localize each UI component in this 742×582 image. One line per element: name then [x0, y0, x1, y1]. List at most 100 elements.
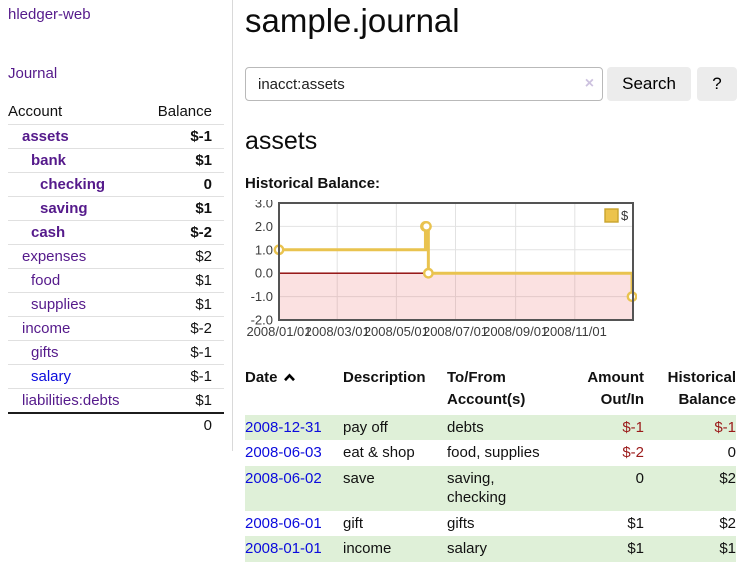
- sidebar: hledger-web Journal Account Balance asse…: [0, 0, 233, 451]
- transaction-accounts: gifts: [447, 514, 475, 532]
- svg-text:2008/09/01: 2008/09/01: [483, 324, 548, 339]
- account-row: income $-2: [8, 316, 224, 341]
- account-row: gifts $-1: [8, 340, 224, 365]
- account-link[interactable]: salary: [31, 368, 72, 385]
- clear-search-icon[interactable]: ×: [584, 75, 595, 92]
- svg-text:2008/05/01: 2008/05/01: [364, 324, 429, 339]
- account-link[interactable]: assets: [22, 128, 69, 145]
- transaction-description: eat & shop: [343, 444, 415, 461]
- transaction-description: pay off: [343, 418, 388, 436]
- transaction-balance: $1: [719, 540, 736, 557]
- transaction-amount: $-2: [622, 444, 644, 461]
- register-row: 2008-06-01 gift gifts $1 $2: [245, 511, 736, 537]
- accounts-table-body: assets $-1 bank $1 checking 0 saving $1 …: [8, 124, 224, 413]
- chart-label: Historical Balance:: [245, 175, 381, 192]
- register-row: 2008-06-03 eat & shop food, supplies $-2…: [245, 440, 736, 466]
- account-row: bank $1: [8, 148, 224, 173]
- account-link[interactable]: income: [22, 320, 71, 337]
- transaction-balance: 0: [727, 444, 736, 461]
- register-col-description: Description: [343, 369, 426, 386]
- transaction-accounts: debts: [447, 418, 484, 436]
- account-row: food $1: [8, 268, 224, 293]
- accounts-col-account: Account: [8, 103, 63, 120]
- search-button[interactable]: Search: [607, 67, 691, 101]
- account-row: checking 0: [8, 172, 224, 197]
- register-table: Date Description To/From Account(s) Amou…: [245, 365, 736, 562]
- register-row: 2008-06-02 save saving, checking 0 $2: [245, 465, 736, 511]
- svg-text:2.0: 2.0: [255, 219, 273, 234]
- account-balance: $1: [143, 292, 224, 317]
- account-row: expenses $2: [8, 244, 224, 269]
- register-header-row: Date Description To/From Account(s) Amou…: [245, 365, 736, 415]
- account-balance: 0: [143, 172, 224, 197]
- transaction-date-link[interactable]: 2008-06-01: [245, 514, 322, 532]
- account-link[interactable]: saving: [40, 200, 88, 217]
- brand-link[interactable]: hledger-web: [8, 6, 91, 23]
- chart-container: $3.0 2.0 1.0 0.0 -1.0 -2.0 2008/01/01 2008/03/0…: [245, 196, 737, 345]
- account-link[interactable]: gifts: [31, 344, 59, 361]
- transaction-accounts: food, supplies: [447, 444, 540, 461]
- register-row: 2008-12-31 pay off debts $-1 $-1: [245, 414, 736, 440]
- transaction-description: gift: [343, 514, 364, 532]
- account-balance: $-2: [143, 316, 224, 341]
- account-row: cash $-2: [8, 220, 224, 245]
- account-link[interactable]: expenses: [22, 248, 87, 265]
- accounts-total-value: 0: [143, 412, 224, 437]
- account-row: assets $-1: [8, 124, 224, 149]
- search-box: ×: [245, 67, 604, 101]
- account-link[interactable]: cash: [31, 224, 66, 241]
- account-link[interactable]: checking: [40, 176, 106, 193]
- account-row: saving $1: [8, 196, 224, 221]
- register-body: 2008-12-31 pay off debts $-1 $-1 2008-06…: [245, 414, 736, 562]
- svg-text:1.0: 1.0: [255, 242, 273, 257]
- svg-text:2008/01/01: 2008/01/01: [246, 324, 311, 339]
- transaction-amount: $1: [627, 514, 644, 532]
- account-link[interactable]: bank: [31, 152, 67, 169]
- svg-text:$: $: [621, 208, 629, 223]
- transaction-amount: $1: [627, 540, 644, 557]
- account-link[interactable]: food: [31, 272, 61, 289]
- account-balance: $-1: [143, 364, 224, 389]
- page-title: sample.journal: [245, 2, 460, 39]
- account-balance: $1: [143, 388, 224, 413]
- transaction-date-link[interactable]: 2008-12-31: [245, 418, 322, 436]
- transaction-date-link[interactable]: 2008-06-03: [245, 444, 322, 461]
- register-col-accounts: To/From Account(s): [447, 369, 526, 408]
- register-row: 2008-01-01 income salary $1 $1: [245, 536, 736, 562]
- svg-text:2008/11/01: 2008/11/01: [543, 324, 607, 339]
- help-button[interactable]: ?: [697, 67, 737, 101]
- transaction-balance: $-1: [714, 418, 736, 436]
- accounts-col-balance: Balance: [157, 103, 212, 120]
- account-link[interactable]: supplies: [31, 296, 87, 313]
- accounts-total-row: 0: [8, 412, 224, 437]
- account-heading: assets: [245, 127, 318, 155]
- svg-text:-2.0: -2.0: [251, 313, 273, 328]
- accounts-table: Account Balance assets $-1 bank $1 check…: [8, 99, 224, 437]
- transaction-amount: $-1: [622, 418, 644, 436]
- register-col-date[interactable]: Date: [245, 365, 343, 415]
- transaction-accounts: saving, checking: [447, 469, 507, 507]
- account-balance: $-2: [143, 220, 224, 245]
- transaction-date-link[interactable]: 2008-01-01: [245, 540, 322, 557]
- transaction-balance: $2: [719, 469, 736, 487]
- transaction-description: income: [343, 540, 392, 557]
- register-col-amount: Amount Out/In: [587, 369, 644, 408]
- account-link[interactable]: liabilities:debts: [22, 392, 120, 409]
- account-balance: $1: [143, 148, 224, 173]
- account-balance: $1: [143, 196, 224, 221]
- accounts-header-row: Account Balance: [8, 99, 224, 125]
- search-form: × Search ?: [245, 67, 737, 101]
- sidebar-item-journal[interactable]: Journal: [8, 65, 58, 82]
- account-row: supplies $1: [8, 292, 224, 317]
- transaction-amount: 0: [635, 469, 644, 487]
- account-balance: $1: [143, 268, 224, 293]
- main-content: sample.journal × Search ? assets Histori…: [233, 0, 742, 562]
- svg-text:-1.0: -1.0: [251, 289, 273, 304]
- transaction-balance: $2: [719, 514, 736, 532]
- svg-text:3.0: 3.0: [255, 200, 273, 211]
- account-balance: $-1: [143, 340, 224, 365]
- register-col-balance: Historical Balance: [667, 369, 736, 408]
- search-input[interactable]: [245, 67, 604, 101]
- transaction-date-link[interactable]: 2008-06-02: [245, 469, 322, 487]
- account-row: liabilities:debts $1: [8, 388, 224, 413]
